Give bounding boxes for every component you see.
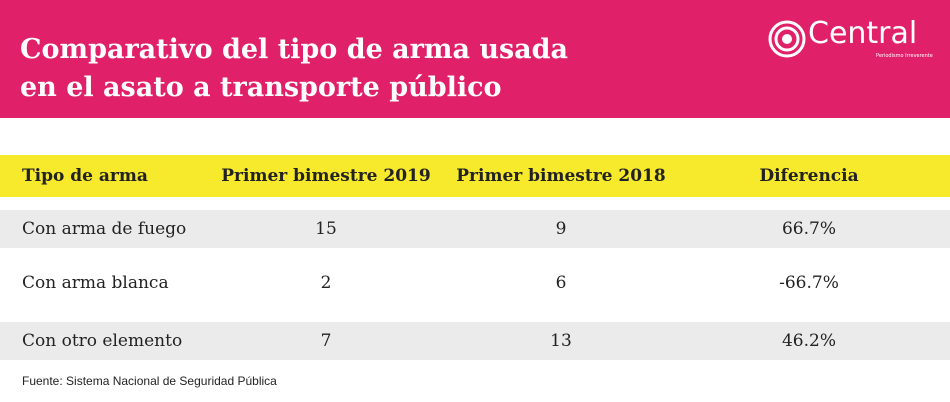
table-cell: 66.7% (781, 219, 836, 239)
table-cell: -66.7% (779, 273, 839, 293)
source: Fuente: Sistema Nacional de Seguridad Pú… (22, 374, 277, 388)
title-line: Comparativo del tipo de arma usada (20, 34, 569, 65)
table-cell: 46.2% (781, 331, 836, 351)
table-cell: 7 (320, 331, 332, 351)
table-cell: Con arma de fuego (22, 219, 187, 239)
table-cell: 9 (555, 219, 567, 239)
table-row: Con arma blanca 2 6 -66.7% (0, 264, 950, 302)
logo-tagline: Periodismo Irreverente (876, 53, 933, 59)
logo-name: Central (808, 16, 918, 51)
table-cell: Con otro elemento (22, 331, 183, 351)
column-header: Primer bimestre 2018 (456, 166, 666, 186)
header: Comparativo del tipo de arma usada en el… (0, 0, 950, 118)
column-header: Primer bimestre 2019 (221, 166, 431, 186)
table-cell: 6 (555, 273, 567, 293)
table-row: Con arma de fuego 15 9 66.7% (0, 210, 950, 248)
table-cell: Con arma blanca (22, 273, 169, 293)
table-cell: 15 (315, 219, 337, 239)
table-cell: 13 (550, 331, 572, 351)
logo-icon (768, 20, 806, 58)
column-header: Tipo de arma (22, 166, 148, 186)
column-header: Diferencia (759, 166, 859, 186)
logo: Central Periodismo Irreverente (768, 16, 938, 64)
table-row: Con otro elemento 7 13 46.2% (0, 322, 950, 360)
table-cell: 2 (320, 273, 332, 293)
header-row: Tipo de arma Primer bimestre 2019 Primer b… (0, 155, 950, 197)
title-line: en el asato a transporte público (20, 72, 502, 103)
